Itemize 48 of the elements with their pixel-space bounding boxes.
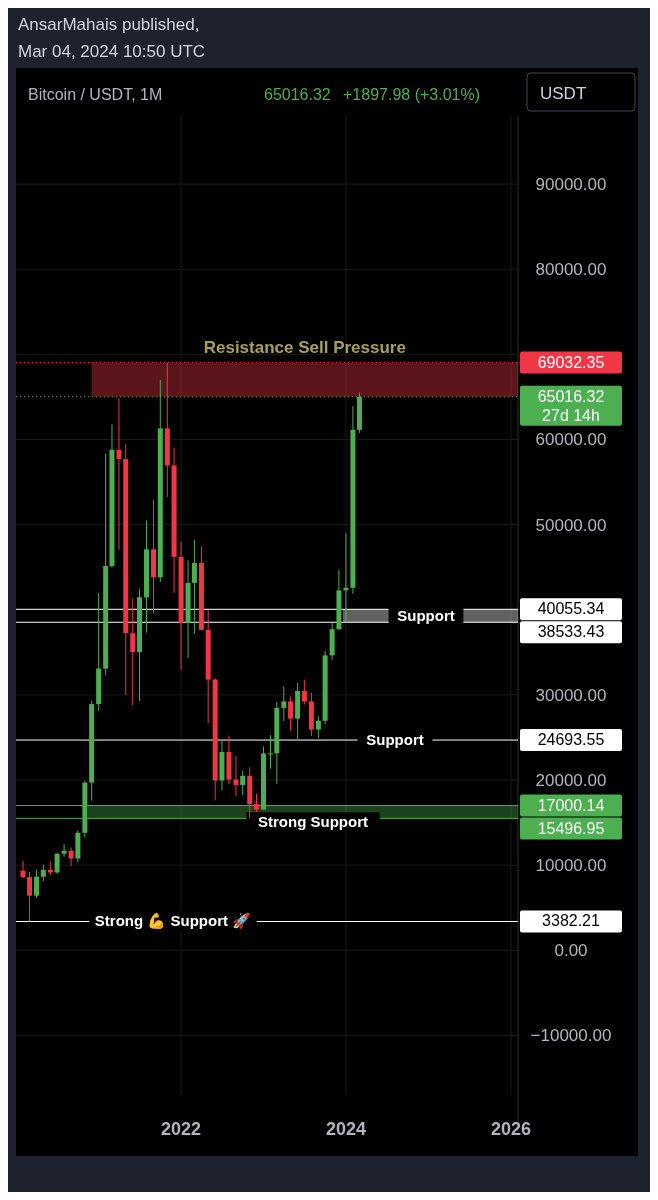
ref-line-label: 65016.32 — [537, 387, 605, 405]
chart-title: Bitcoin / USDT, 1M — [28, 86, 163, 103]
text: 27d 14h — [542, 406, 600, 424]
candlestick — [240, 770, 246, 796]
y-tick-label: 30000.00 — [535, 685, 607, 705]
y-tick-label: 10000.00 — [535, 856, 607, 876]
candlestick — [116, 397, 122, 551]
y-tick-label: 0.00 — [554, 941, 588, 961]
ref-line-label: 17000.14 — [537, 796, 605, 814]
x-tick-label: 2022 — [161, 1119, 202, 1139]
y-tick-label: 90000.00 — [535, 175, 607, 195]
candlestick — [20, 860, 26, 879]
y-tick-label: 60000.00 — [535, 430, 607, 450]
candlestick — [130, 597, 136, 706]
ref-line-label: 15496.95 — [537, 819, 605, 837]
text: 65016.32 — [264, 86, 331, 103]
candlestick — [61, 843, 67, 858]
band-label: Strong Support — [258, 813, 368, 831]
ref-line-label: 24693.55 — [537, 731, 605, 749]
x-tick-label: 2024 — [325, 1119, 366, 1139]
candlestick — [27, 871, 33, 922]
candlestick — [191, 539, 197, 635]
currency-button: USDT — [526, 72, 636, 112]
candlestick — [301, 679, 307, 706]
band-label: Support — [397, 606, 455, 624]
y-tick-label: 50000.00 — [535, 515, 607, 535]
ref-line-label: 40055.34 — [537, 600, 605, 618]
candlestick — [68, 846, 74, 867]
candlestick — [281, 685, 287, 722]
candlestick — [288, 695, 294, 732]
x-tick-label: 2026 — [490, 1119, 532, 1139]
ref-line-label: 3382.21 — [542, 912, 601, 930]
ref-line-label: 69032.35 — [537, 353, 605, 371]
candlestick — [315, 715, 321, 739]
annotation: Strong 💪 Support 🚀 — [94, 912, 252, 931]
candlestick — [34, 869, 40, 899]
y-tick-label: 20000.00 — [535, 771, 607, 791]
band-label: Resistance Sell Pressure — [203, 337, 406, 357]
y-tick-label: 80000.00 — [535, 260, 607, 280]
candlestick — [268, 734, 273, 770]
chart-subtitle: AnsarMahais published, Mar 04, 2024 10:50 UTC — [18, 15, 206, 61]
candlestick — [233, 755, 239, 797]
annotation: Support — [366, 731, 424, 749]
candlestick — [54, 852, 60, 875]
ref-line-label: 38533.43 — [537, 623, 605, 641]
candlestick — [254, 793, 259, 813]
y-tick-label: −10000.00 — [530, 1026, 612, 1046]
text: +1897.98 (+3.01%) — [343, 86, 480, 103]
